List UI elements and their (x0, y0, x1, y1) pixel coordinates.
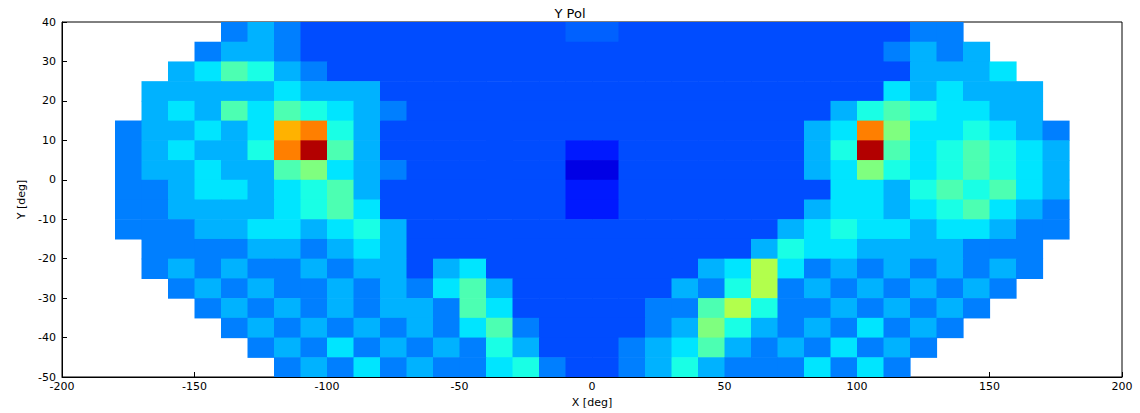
svg-text:10: 10 (42, 134, 56, 147)
svg-text:100: 100 (847, 380, 868, 393)
svg-text:-50: -50 (38, 370, 56, 384)
svg-text:-40: -40 (38, 331, 56, 344)
svg-text:-200: -200 (50, 380, 75, 393)
svg-text:-20: -20 (38, 252, 56, 265)
svg-text:50: 50 (718, 380, 732, 393)
svg-text:30: 30 (42, 55, 56, 68)
svg-text:40: 40 (42, 16, 56, 29)
svg-text:20: 20 (42, 94, 56, 107)
svg-text:-10: -10 (38, 213, 56, 226)
svg-text:X [deg]: X [deg] (572, 396, 612, 409)
svg-text:-50: -50 (451, 380, 469, 393)
svg-text:Y Pol: Y Pol (553, 6, 585, 21)
svg-text:200: 200 (1112, 380, 1133, 393)
svg-text:-150: -150 (182, 380, 207, 393)
svg-text:-100: -100 (315, 380, 340, 393)
svg-text:150: 150 (979, 380, 1000, 393)
svg-text:Y [deg]: Y [deg] (15, 180, 28, 221)
svg-text:0: 0 (49, 173, 56, 186)
svg-text:0: 0 (589, 380, 596, 393)
svg-text:-30: -30 (38, 292, 56, 305)
